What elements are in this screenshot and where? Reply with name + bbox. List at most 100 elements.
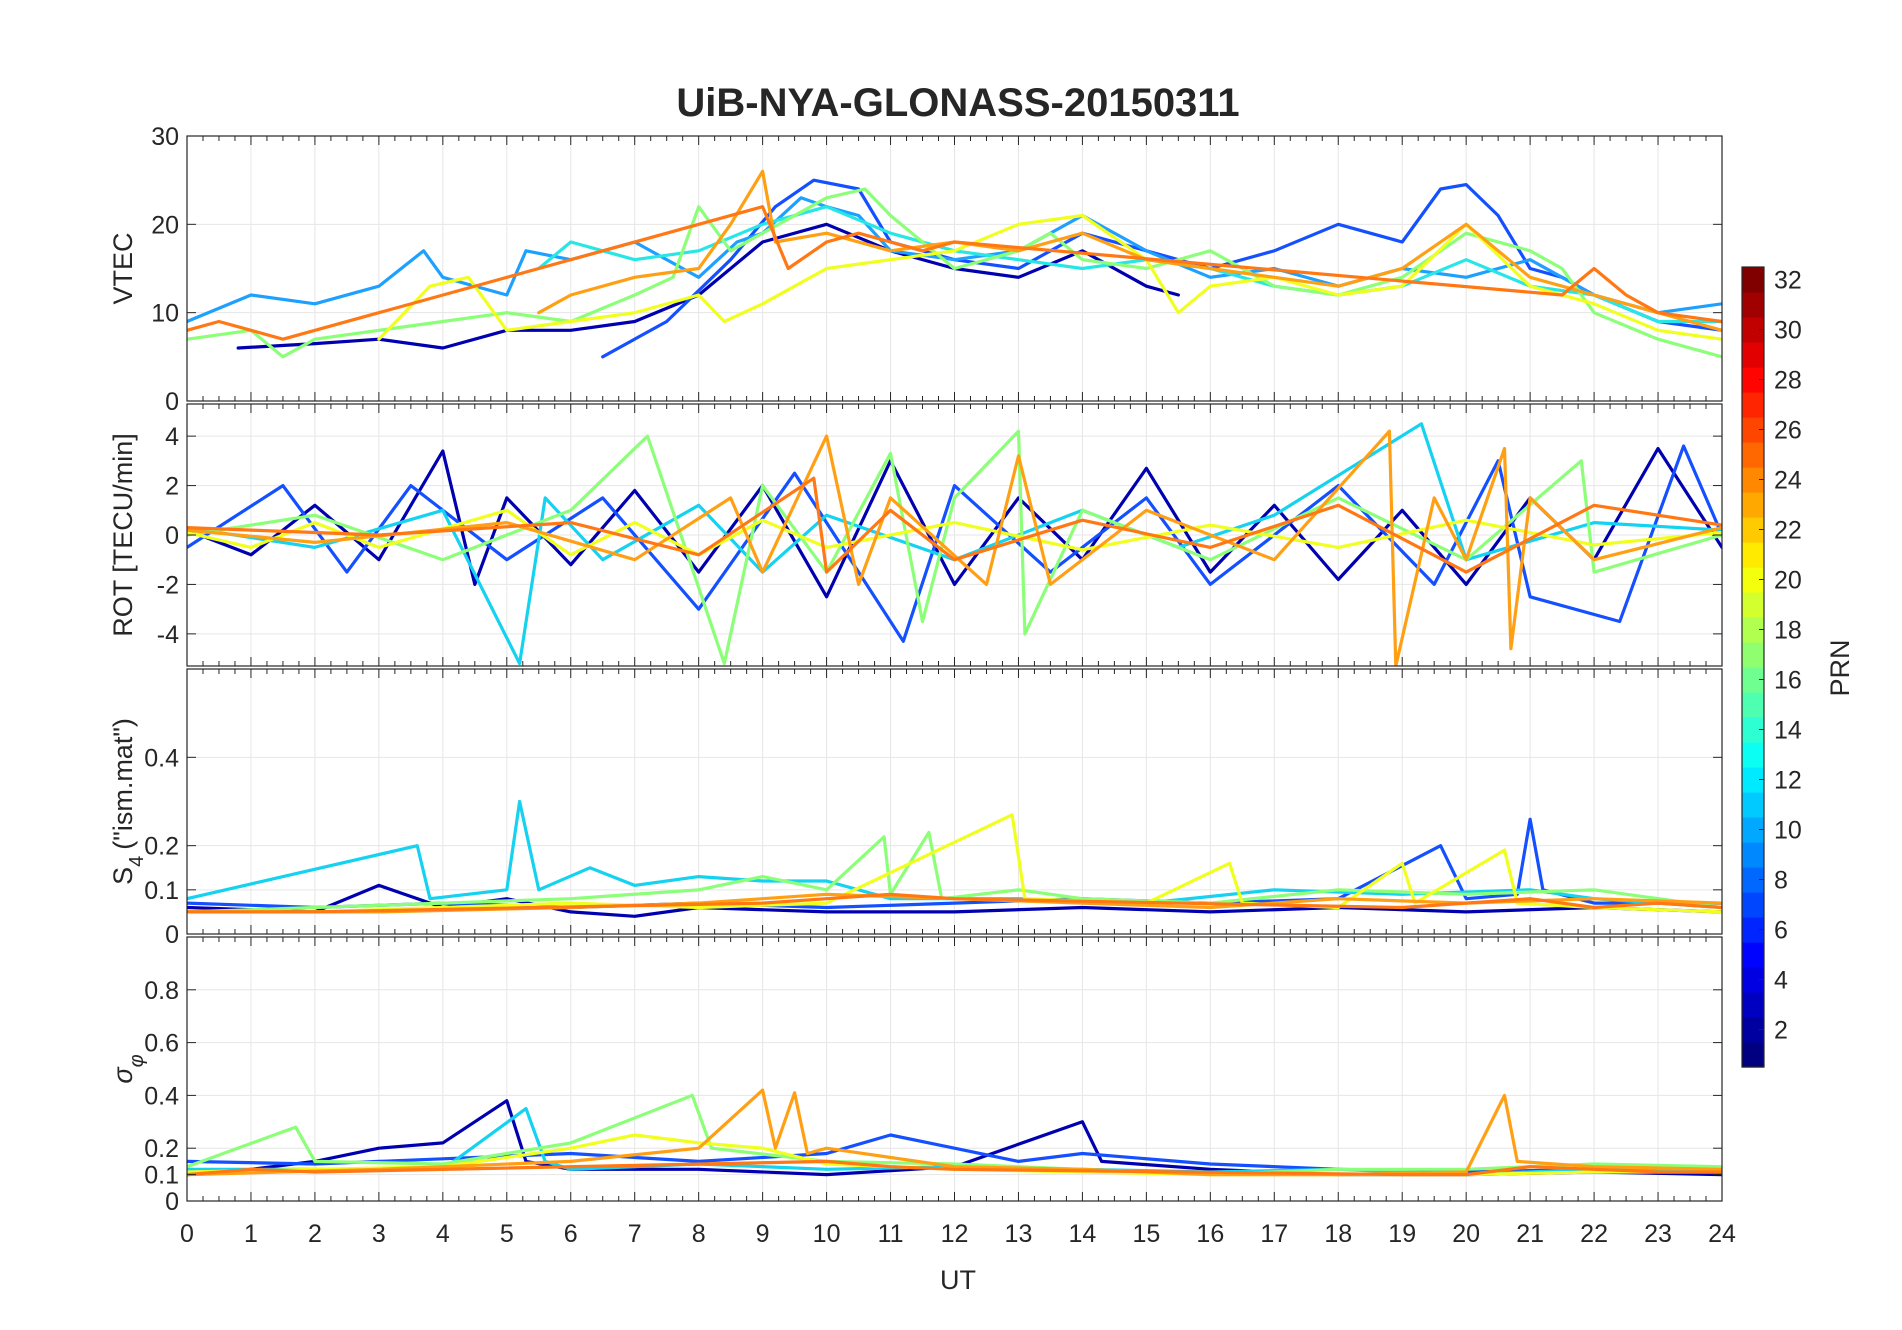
colorbar-segment: [1742, 517, 1764, 543]
trace-prn-24: [187, 892, 1722, 914]
colorbar-segment: [1742, 492, 1764, 518]
trace-prn-12: [187, 422, 1722, 666]
x-tick-label: 1: [244, 1220, 258, 1248]
colorbar-segment: [1742, 542, 1764, 568]
y-tick-label: 0.1: [144, 877, 179, 905]
traces-sigma_phi: [187, 1088, 1722, 1177]
colorbar-tick-label: 18: [1774, 617, 1802, 645]
colorbar-segment: [1742, 967, 1764, 993]
x-tick-label: 7: [628, 1220, 642, 1248]
colorbar-segment: [1742, 317, 1764, 343]
x-tick-label: 4: [436, 1220, 450, 1248]
x-tick-label: 10: [813, 1220, 841, 1248]
colorbar-tick-label: 28: [1774, 367, 1802, 395]
x-axis: 0 1 2 3 4 5 6 7 8 9 10 11 12 13 14 15 16 17 18 19 20 21 22 23 24: [180, 1220, 1736, 1248]
y-tick-label: 0.1: [144, 1162, 179, 1190]
colorbar-segment: [1742, 817, 1764, 843]
colorbar-segment: [1742, 892, 1764, 918]
x-tick-label: 2: [308, 1220, 322, 1248]
colorbar-segment: [1742, 442, 1764, 468]
y-tick-label: 20: [151, 211, 179, 239]
trace-prn-23: [537, 169, 1722, 332]
colorbar-segment: [1742, 792, 1764, 818]
colorbar-tick-label: 24: [1774, 467, 1802, 495]
trace-prn-16: [187, 429, 1722, 666]
colorbar-segment: [1742, 617, 1764, 643]
colorbar-segment: [1742, 567, 1764, 593]
y-tick-label: 0: [165, 921, 179, 949]
y-tick-label: 30: [151, 123, 179, 151]
colorbar-segment: [1742, 592, 1764, 618]
trace-prn-13: [537, 205, 1722, 324]
colorbar-segment: [1742, 942, 1764, 968]
chart-title: UiB-NYA-GLONASS-20150311: [676, 81, 1239, 125]
trace-prn-20: [187, 813, 1722, 914]
y-axis-label: S4("ism.mat"): [108, 718, 148, 885]
colorbar-frame: [1741, 266, 1765, 1068]
panel-vtec: 0 10 20 30 VTEC: [108, 123, 1723, 416]
y-tick-label: 0.2: [144, 833, 179, 861]
panel-rot: -4 -2 0 2 4 ROT [TECU/min]: [108, 403, 1723, 667]
colorbar-tick-label: 16: [1774, 667, 1802, 695]
colorbar-segment: [1742, 717, 1764, 743]
y-axis-label: ROT [TECU/min]: [108, 433, 138, 637]
traces-vtec: [187, 169, 1722, 359]
y-tick-label: 0: [165, 522, 179, 550]
colorbar-segment: [1742, 267, 1764, 293]
x-tick-label: 0: [180, 1220, 194, 1248]
x-tick-label: 13: [1005, 1220, 1033, 1248]
colorbar-tick-label: 10: [1774, 817, 1802, 845]
x-tick-label: 19: [1388, 1220, 1416, 1248]
trace-prn-2: [187, 446, 1722, 599]
y-tick-label: 10: [151, 300, 179, 328]
colorbar-tick-label: 20: [1774, 567, 1802, 595]
trace-prn-24: [187, 476, 1722, 574]
x-tick-label: 11: [878, 1220, 904, 1248]
panel-sigma_phi: 00.10.2 0.4 0.6 0.8 σφ: [108, 936, 1723, 1216]
panel-s4: 0 0.1 0.2 0.4S4("ism.mat"): [108, 668, 1723, 949]
trace-prn-6: [187, 444, 1722, 643]
colorbar-segment: [1742, 867, 1764, 893]
x-tick-label: 12: [941, 1220, 969, 1248]
x-tick-label: 9: [756, 1220, 770, 1248]
colorbar-segment: [1742, 992, 1764, 1018]
colorbar-tick-label: 2: [1774, 1017, 1788, 1045]
trace-prn-16: [187, 187, 1722, 359]
x-tick-label: 18: [1324, 1220, 1352, 1248]
x-tick-label: 15: [1132, 1220, 1160, 1248]
y-axis-label: σφ: [108, 1054, 148, 1083]
colorbar-segment: [1742, 642, 1764, 668]
colorbar-segment: [1742, 692, 1764, 718]
colorbar-segment: [1742, 417, 1764, 443]
colorbar-tick-label: 8: [1774, 867, 1788, 895]
x-tick-label: 20: [1452, 1220, 1480, 1248]
x-tick-label: 22: [1580, 1220, 1608, 1248]
colorbar-tick-label: 22: [1774, 517, 1802, 545]
x-tick-label: 8: [692, 1220, 706, 1248]
trace-prn-24: [187, 205, 1722, 341]
x-tick-label: 16: [1196, 1220, 1224, 1248]
colorbar-label: PRN: [1825, 639, 1855, 696]
trace-prn-24: [187, 1159, 1722, 1177]
y-tick-label: 0: [165, 388, 179, 416]
x-tick-label: 3: [372, 1220, 386, 1248]
colorbar-segment: [1742, 392, 1764, 418]
colorbar-segment: [1742, 292, 1764, 318]
colorbar-tick-label: 14: [1774, 717, 1802, 745]
colorbar-segment: [1742, 342, 1764, 368]
y-tick-label: 0.8: [144, 977, 179, 1005]
traces-s4: [187, 799, 1722, 918]
x-tick-label: 24: [1708, 1220, 1736, 1248]
x-tick-label: 14: [1069, 1220, 1097, 1248]
x-axis-label: UT: [940, 1265, 976, 1295]
colorbar-segment: [1742, 1017, 1764, 1043]
x-tick-label: 21: [1516, 1220, 1544, 1248]
colorbar-segment: [1742, 742, 1764, 768]
colorbar-segment: [1742, 917, 1764, 943]
y-tick-label: -4: [157, 621, 179, 649]
y-tick-label: -2: [157, 571, 179, 599]
colorbar-segment: [1742, 767, 1764, 793]
y-tick-label: 0.4: [144, 744, 179, 772]
